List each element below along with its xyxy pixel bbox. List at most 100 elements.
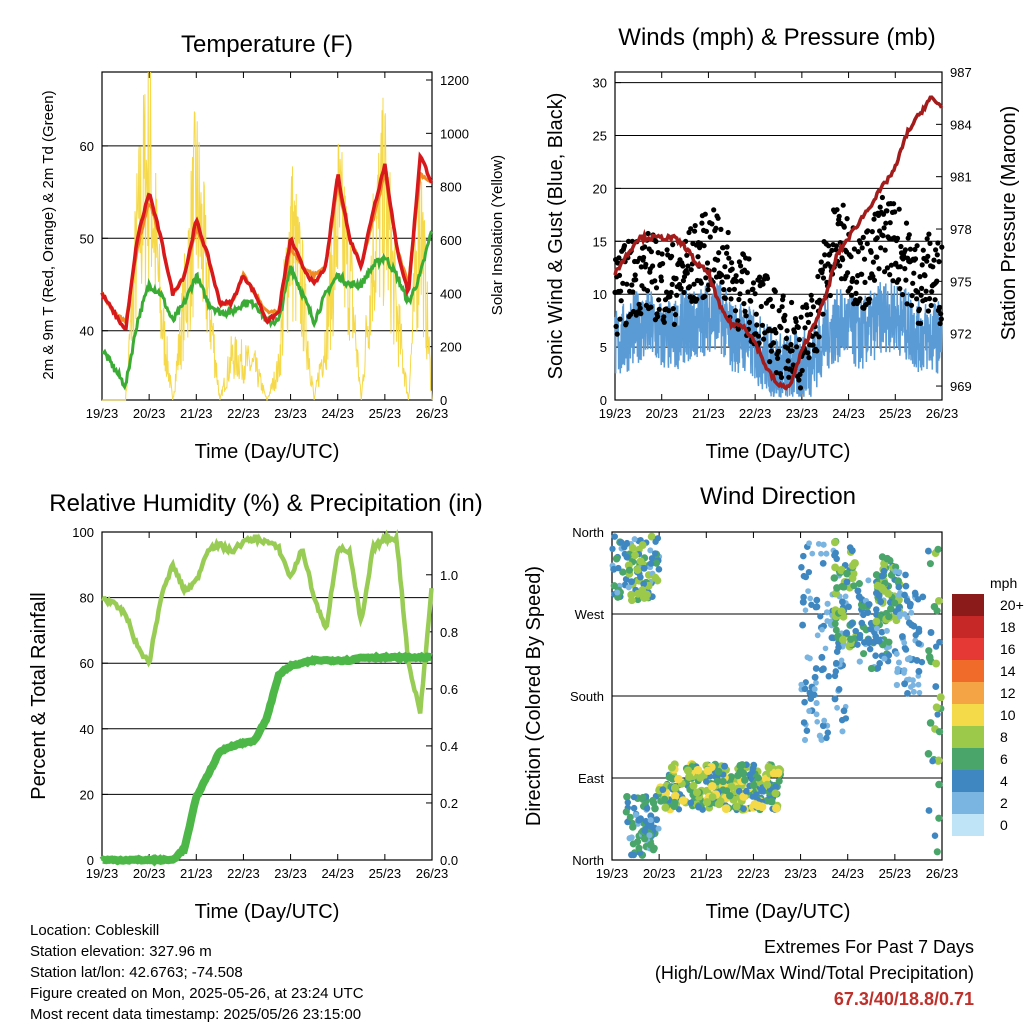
gust-point [890,278,896,284]
direction-point [815,541,822,547]
gust-point [736,296,742,303]
direction-point [692,788,702,797]
gust-point [876,266,882,272]
direction-point [872,571,881,579]
gust-point [871,277,878,283]
gust-point [870,273,876,279]
direction-point [719,777,727,786]
gust-point [874,254,880,260]
direction-point [834,704,841,711]
direction-point [854,587,862,595]
direction-point [846,635,855,643]
gust-point [816,334,822,340]
gust-point [745,289,751,295]
x-tick-label: 26/23 [926,866,959,881]
gust-point [924,236,930,242]
x-tick-label: 24/23 [321,406,354,421]
gust-point [673,275,679,282]
direction-point [742,787,750,795]
gust-point [760,281,766,287]
direction-point [856,658,863,665]
gust-point [707,234,713,240]
legend-swatch [952,594,984,616]
direction-point [813,679,819,686]
direction-point [858,619,866,627]
gust-point [851,246,858,252]
gust-point [743,313,749,319]
gust-point [926,231,932,237]
gust-point [725,274,731,280]
direction-point [821,717,828,724]
direction-point [805,588,811,594]
direction-point [623,540,631,547]
y2-tick-label: 400 [440,286,462,301]
gust-point [625,238,632,244]
gust-point [618,298,624,304]
x-tick-label: 25/23 [879,406,912,421]
direction-point [626,835,633,842]
direction-point [837,607,846,616]
direction-point [813,596,821,604]
gust-point [656,306,662,312]
gust-point [914,296,920,302]
gust-point [933,247,939,253]
precip-line [99,651,433,867]
gust-point [688,267,694,273]
gust-point [782,312,788,318]
y2-tick-label: 0.6 [440,682,458,697]
rh-panel: Relative Humidity (%) & Precipitation (i… [28,490,483,923]
gust-point [795,324,801,330]
direction-point [842,715,850,722]
direction-point [838,598,846,606]
direction-point [799,621,807,629]
gust-point [853,290,859,296]
y-tick-label: 10 [593,287,607,302]
gust-point [849,292,855,298]
direction-point [885,612,893,621]
direction-point [934,596,943,605]
direction-point [897,611,904,618]
direction-point [619,568,627,576]
direction-point [839,635,847,644]
gust-point [667,294,673,300]
direction-point [627,590,636,599]
gust-point [633,277,639,283]
direction-point [798,564,805,571]
gust-point [938,311,944,317]
gust-point [850,275,856,282]
gust-point [903,277,909,283]
direction-point [833,584,841,592]
gust-point [868,249,874,255]
gust-point [860,234,866,240]
gust-point [930,264,936,270]
direction-point [910,622,918,630]
direction-point [927,629,935,636]
gust-point [702,293,708,299]
gust-point [781,317,787,324]
direction-point [775,777,783,785]
direction-point [639,793,647,801]
station-location: Location: Cobleskill [30,922,160,939]
gust-point [841,224,847,230]
gust-point [826,243,832,249]
gust-point [919,285,925,291]
gust-point [620,280,626,286]
gust-point [722,295,729,301]
gust-point [773,330,779,336]
direction-point [910,688,917,695]
x-tick-label: 23/23 [274,866,307,881]
direction-point [806,708,813,714]
direction-point [736,768,744,776]
y2-tick-label: 200 [440,340,462,355]
legend-label: 0 [1000,817,1008,833]
gust-point [891,201,897,207]
direction-point [924,749,933,758]
gust-point [778,325,784,331]
gust-point [902,247,909,253]
gust-point [804,304,810,311]
gust-point [799,367,805,374]
direction-point [843,629,850,637]
gust-point [808,292,814,298]
gust-point [719,279,725,285]
